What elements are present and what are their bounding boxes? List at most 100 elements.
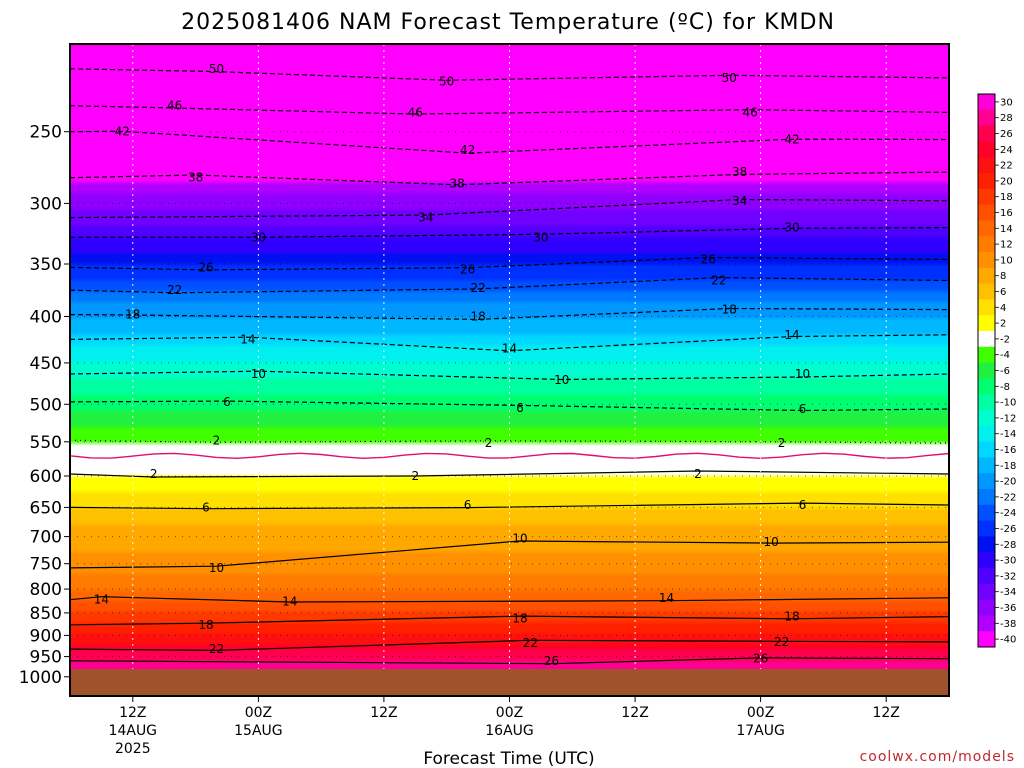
contour-line — [70, 502, 949, 510]
x-tick-label: 15AUG — [234, 723, 283, 739]
contour-label: 2 — [778, 436, 786, 450]
colorbar-label: -18 — [1000, 461, 1016, 472]
contour-label: 6 — [799, 402, 807, 416]
x-tick-label: 14AUG — [109, 723, 158, 739]
colorbar-label: 30 — [1000, 97, 1013, 108]
colorbar-label: -10 — [1000, 398, 1016, 409]
contour-label: 26 — [544, 654, 559, 668]
contour-label: 2 — [694, 467, 702, 481]
contour-label: 42 — [784, 133, 799, 147]
contour-label: 14 — [502, 342, 517, 356]
contour-line — [70, 256, 949, 271]
x-tick-label: 12Z — [370, 705, 397, 721]
contour-line — [70, 639, 949, 652]
colorbar-label: 12 — [1000, 240, 1013, 251]
y-tick-label: 300 — [30, 194, 62, 214]
contour-label: 10 — [795, 367, 810, 381]
colorbar-label: -38 — [1000, 619, 1016, 630]
y-tick-label: 500 — [30, 395, 62, 415]
contour-label: 22 — [167, 283, 182, 297]
colorbar-swatch — [978, 283, 995, 300]
contour-lines — [70, 68, 949, 665]
credit-text: coolwx.com/models — [860, 749, 1015, 765]
colorbar-swatch — [978, 568, 995, 585]
y-tick-label: 650 — [30, 498, 62, 518]
contour-line — [70, 596, 949, 603]
contour-label: 18 — [470, 310, 485, 324]
colorbar-label: -20 — [1000, 477, 1016, 488]
contour-label: 2 — [485, 436, 493, 450]
contour-label: 38 — [450, 176, 465, 190]
colorbar-label: 2 — [1000, 319, 1006, 330]
colorbar-swatch — [978, 220, 995, 237]
y-tick-label: 950 — [30, 648, 62, 668]
colorbar-swatch — [978, 346, 995, 364]
y-tick-label: 600 — [30, 467, 62, 487]
x-tick-label: 12Z — [872, 705, 899, 721]
colorbar-swatch — [978, 583, 995, 601]
colorbar-label: -30 — [1000, 556, 1016, 567]
colorbar-label: -28 — [1000, 540, 1016, 551]
contour-label: 46 — [743, 105, 758, 119]
contour-label: 2 — [213, 433, 221, 447]
colorbar-swatch — [978, 299, 995, 316]
y-tick-label: 700 — [30, 528, 62, 548]
gridlines — [70, 44, 949, 696]
contour-line — [70, 615, 949, 626]
colorbar-label: 18 — [1000, 192, 1013, 203]
contour-label: 42 — [460, 143, 475, 157]
contour-label: 50 — [439, 75, 454, 89]
contour-label: 30 — [533, 230, 548, 244]
y-tick-label: 250 — [30, 123, 62, 143]
contour-label: 14 — [784, 328, 799, 342]
colorbar-swatch — [978, 204, 995, 221]
colorbar-legend: 30 28 26 24 22 20 18 16 14 12 10 8 6 4 2 -2 -4 -6 -8 -10 -12… — [977, 93, 1016, 648]
colorbar-label: -22 — [1000, 492, 1016, 503]
contour-label: 50 — [722, 71, 737, 85]
colorbar-label: 16 — [1000, 208, 1013, 219]
contour-label: 6 — [223, 395, 231, 409]
colorbar-label: -8 — [1000, 382, 1010, 393]
colorbar-label: -6 — [1000, 366, 1010, 377]
ground-terrain — [70, 669, 949, 696]
colorbar-label: 24 — [1000, 145, 1013, 156]
contour-label: 10 — [512, 531, 527, 545]
contour-label: 26 — [460, 263, 475, 277]
y-tick-label: 350 — [30, 255, 62, 275]
colorbar-swatch — [978, 378, 995, 395]
contour-label: 2 — [150, 467, 158, 481]
x-tick-label: 16AUG — [485, 723, 534, 739]
x-tick-label: 12Z — [119, 705, 146, 721]
contour-line — [70, 105, 949, 115]
contour-label: 22 — [774, 635, 789, 649]
y-tick-label: 750 — [30, 555, 62, 575]
contour-label: 14 — [94, 593, 109, 607]
contour-line — [70, 171, 949, 186]
pressure-axis: 2503003504004505005506006507007508008509… — [19, 123, 70, 688]
contour-label: 42 — [115, 125, 130, 139]
contour-line — [70, 400, 949, 412]
x-tick-label: 2025 — [115, 741, 151, 757]
contour-label: 22 — [523, 636, 538, 650]
colorbar-swatch — [978, 109, 995, 127]
contour-label: 34 — [418, 211, 433, 225]
contour-line — [70, 370, 949, 381]
colorbar-label: -4 — [1000, 350, 1010, 361]
colorbar-label: 4 — [1000, 303, 1006, 314]
colorbar-swatch — [978, 94, 995, 111]
contour-label: 46 — [167, 99, 182, 113]
colorbar-label: 26 — [1000, 129, 1013, 140]
contour-label: 22 — [711, 274, 726, 288]
colorbar-swatch — [978, 441, 995, 458]
colorbar-label: 8 — [1000, 271, 1006, 282]
colorbar-label: 10 — [1000, 255, 1013, 266]
contour-label: 18 — [784, 610, 799, 624]
colorbar-label: -16 — [1000, 445, 1016, 456]
contour-label: 14 — [659, 591, 674, 605]
contour-label: 2 — [411, 469, 419, 483]
colorbar-label: -40 — [1000, 635, 1016, 646]
x-tick-label: 00Z — [245, 705, 272, 721]
colorbar-label: -36 — [1000, 603, 1016, 614]
